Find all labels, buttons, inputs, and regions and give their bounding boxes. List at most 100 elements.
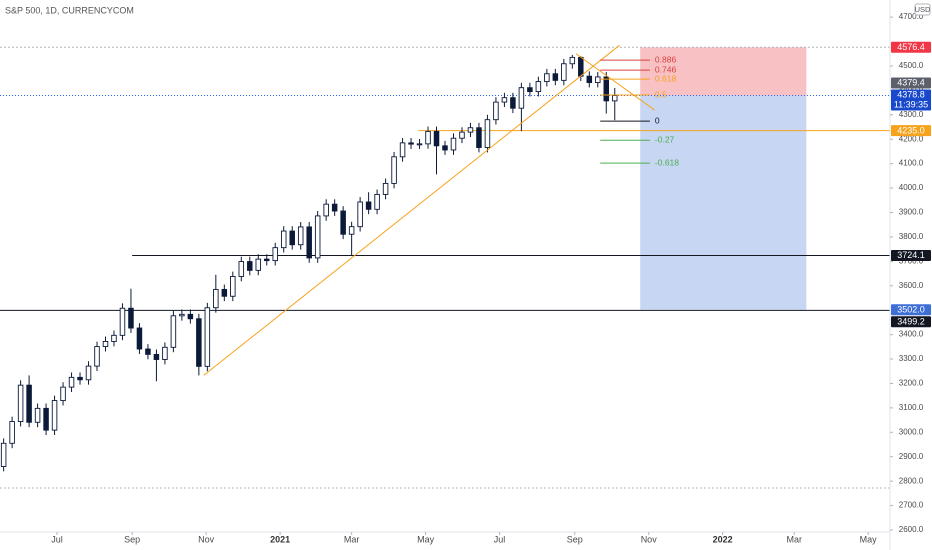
candle-body [416,143,423,146]
price-tag-label: 3502.0 [897,304,925,314]
y-tick-label: 3600.0 [899,281,924,290]
candle-body [0,442,7,467]
drawings-back [0,46,890,489]
candle-body [196,318,202,367]
candle-body [9,421,15,444]
candle-body [128,307,134,329]
candle-body [94,346,100,367]
candle-body [60,386,66,402]
candle-body [612,95,618,102]
y-tick-label: 3400.0 [899,330,924,339]
price-tag-label: 4576.4 [897,42,925,52]
candle-body [467,127,474,133]
fib-label: -0.27 [655,134,675,144]
price-tag [891,77,931,89]
candle-body [17,384,24,423]
candle-body [399,142,406,158]
candle-body [391,156,397,184]
candle-body [272,247,278,262]
candle-body [162,346,168,360]
candle-body [323,203,329,217]
y-tick-label: 3100.0 [899,403,924,412]
candle-body [518,87,525,109]
y-tick-label: 2900.0 [899,452,924,461]
candle-body [179,313,185,317]
y-tick-label: 3300.0 [899,354,924,363]
x-tick-label: Sep [124,534,140,544]
trend-line [203,44,620,376]
y-tick-label: 2600.0 [899,525,924,534]
candle-body [306,226,312,259]
price-tag-time: 11:39:35 [894,99,928,109]
candle-body [314,215,321,259]
price-tag [891,89,931,111]
candle-body [77,376,83,381]
price-tag [891,316,931,328]
candle-body [603,76,610,102]
y-tick-label: 3200.0 [899,379,924,388]
candle-body [408,142,414,145]
fib-label: -0.618 [655,157,679,167]
x-tick-label: 2021 [270,534,290,544]
candle-body [493,101,499,121]
currency: USD [915,5,931,14]
y-tick-label: 2700.0 [899,501,924,510]
x-tick-label: Sep [567,534,583,544]
candle-body [136,327,143,350]
x-tick-label: Jul [494,534,506,544]
candle-body [297,226,304,246]
y-tick-label: 4300.0 [899,110,924,119]
candle-body [289,230,295,246]
candle-body [51,400,58,431]
x-tick-label: Mar [344,534,360,544]
y-tick-label: 4500.0 [899,61,924,70]
candle-body [331,203,338,212]
y-tick-label: 3900.0 [899,208,924,217]
candle-body [145,348,151,355]
candle-body [170,315,177,348]
candle-body [153,353,160,360]
fib-label: 0.618 [655,73,677,83]
candle-body [280,230,287,249]
y-tick-label: 4000.0 [899,183,924,192]
candle-body [119,307,126,336]
chart-title: S&P 500, 1D, CURRENCYCOM [5,5,134,15]
price-tag-label: 4379.4 [897,78,925,88]
candle-body [111,334,117,342]
y-tick-label: 3000.0 [899,427,924,436]
price-tag [891,304,931,316]
candle-body [230,276,236,297]
price-tag [891,41,931,53]
candle-body [43,407,49,431]
candle-body [510,97,516,109]
candle-body [187,313,194,320]
candle-body [365,201,372,210]
fib-label: 0.746 [655,64,677,74]
fib-label: 0.886 [655,54,677,64]
candle-body [26,384,32,423]
x-tick-label: Jul [51,534,63,544]
candle-body [382,182,389,195]
stop-zone [640,95,807,310]
candle-body [527,87,533,93]
target-zone [640,47,807,96]
candle-body [34,407,41,423]
candle-body [425,130,431,145]
price-tag-label: 4235.0 [897,125,925,135]
candle-body [238,261,245,277]
candle-body [348,226,355,235]
candle-body [255,258,262,271]
x-tick-label: Nov [198,534,215,544]
candle-body [102,340,109,348]
candle-body [501,97,508,103]
candle-body [586,75,593,84]
candle-body [264,258,270,262]
candles [0,54,618,472]
candle-body [357,201,363,228]
candle-body [484,119,491,148]
candle-body [569,56,576,65]
x-tick-label: May [417,534,435,544]
fib-label: 0.5 [655,89,667,99]
